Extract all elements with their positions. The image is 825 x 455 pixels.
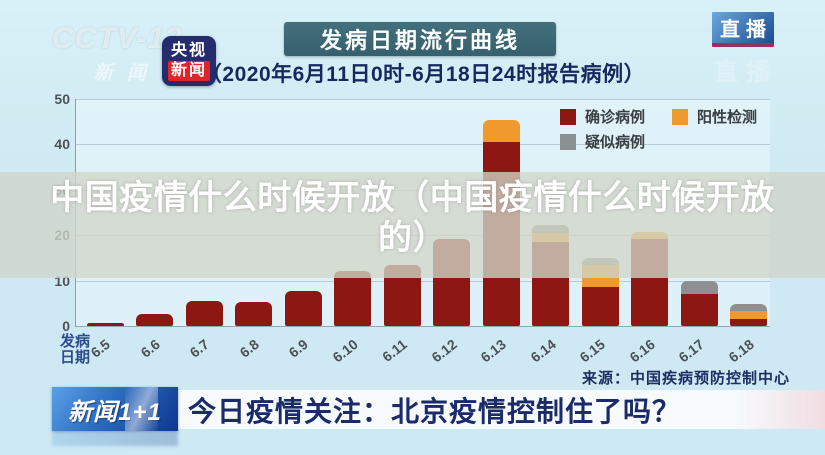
headline-overlay-line2: 的） — [378, 219, 447, 257]
legend-label-suspected: 疑似病例 — [585, 134, 646, 151]
legend-label-positive: 阳性检测 — [697, 109, 758, 126]
legend-swatch-confirmed — [560, 108, 576, 125]
bar-segment-6.13-s1 — [482, 120, 520, 142]
live-badge-reflection: 直播 — [714, 59, 778, 86]
data-source-caption: 来源：中国疾病预防控制中心 — [581, 370, 790, 387]
bar-6.18 — [730, 304, 767, 326]
live-badge-label: 直播 — [720, 19, 772, 41]
chart-subtitle: （2020年6月11日0时-6月18日24时报告病例） — [200, 63, 646, 86]
bar-segment-6.7-s0 — [185, 300, 223, 326]
cctv-news-logo: 央视 新闻 — [162, 36, 216, 86]
bar-segment-6.8-s0 — [235, 301, 272, 326]
legend-swatch-suspected — [560, 133, 576, 150]
x-tick-label-6.11: 6.11 — [379, 336, 410, 365]
bar-segment-6.18-s0 — [730, 319, 767, 326]
x-axis-title-line1: 发病 — [60, 333, 91, 350]
bar-segment-6.6-s0 — [136, 314, 173, 326]
legend-item-suspected: 疑似病例 — [560, 131, 672, 152]
bar-6.5 — [86, 322, 124, 326]
headline-overlay-band — [0, 172, 825, 278]
legend-item-confirmed: 确诊病例 — [560, 106, 672, 127]
chart-title: 发病日期流行曲线 — [319, 28, 520, 53]
cctv-news-logo-line1: 央视 — [170, 42, 207, 59]
x-axis-title: 发病 日期 — [60, 334, 90, 366]
chart-legend: 确诊病例 阳性检测疑似病例 — [560, 106, 788, 152]
news-ticker-bar: 今日疫情关注：北京疫情控制住了吗？ — [170, 390, 825, 429]
chart-title-bar: 发病日期流行曲线 — [284, 22, 556, 56]
bar-6.8 — [235, 301, 272, 326]
bar-segment-6.18-s2 — [730, 304, 767, 312]
bar-6.17 — [680, 280, 718, 326]
bar-segment-6.15-s0 — [581, 286, 619, 326]
bar-segment-6.18-s1 — [730, 311, 767, 320]
bar-6.9 — [284, 290, 322, 326]
x-tick-label-6.9: 6.9 — [285, 336, 311, 361]
y-tick-label-0: 0 — [62, 318, 70, 334]
y-tick-label-40: 40 — [54, 136, 70, 153]
live-badge: 直播 — [712, 12, 774, 47]
headline-overlay-line1: 中国疫情什么时候开放（中国疫情什么时候开放 — [50, 179, 775, 217]
bar-6.7 — [185, 300, 223, 326]
news-1plus1-logo-reflection — [52, 432, 178, 446]
legend-item-positive: 阳性检测 — [672, 106, 784, 127]
gridline-50 — [75, 99, 770, 100]
legend-label-confirmed: 确诊病例 — [585, 109, 646, 126]
news-ticker-headline: 今日疫情关注：北京疫情控制住了吗？ — [188, 395, 682, 427]
channel-watermark-line2: 新闻 — [94, 63, 161, 84]
gridline-40 — [75, 144, 770, 146]
gridline-10 — [75, 280, 770, 282]
legend-swatch-positive — [672, 108, 688, 125]
x-tick-label-6.8: 6.8 — [236, 336, 262, 361]
news-1plus1-logo: 新闻1+1 — [52, 387, 178, 431]
x-tick-label-6.6: 6.6 — [137, 336, 163, 361]
bar-segment-6.17-s2 — [680, 280, 718, 295]
x-axis-title-line2: 日期 — [60, 349, 91, 366]
gridline-0 — [75, 326, 770, 327]
bar-segment-6.17-s0 — [680, 294, 718, 326]
channel-watermark: CCTV-13 新闻 — [52, 22, 183, 85]
x-tick-label-6.7: 6.7 — [186, 336, 212, 361]
cctv-news-logo-line2: 新闻 — [167, 61, 210, 81]
bar-6.10 — [334, 271, 371, 326]
headline-overlay-text: 中国疫情什么时候开放（中国疫情什么时候开放 的） — [0, 178, 825, 258]
bar-segment-6.5-s0 — [86, 322, 124, 326]
news-1plus1-logo-text: 新闻1+1 — [68, 398, 162, 426]
bar-segment-6.10-s0 — [334, 271, 371, 326]
channel-watermark-line1: CCTV-13 — [52, 22, 183, 55]
x-tick-label-6.10: 6.10 — [329, 336, 361, 366]
bar-6.6 — [136, 314, 173, 326]
y-tick-label-50: 50 — [54, 91, 70, 107]
bar-segment-6.9-s0 — [284, 290, 322, 326]
